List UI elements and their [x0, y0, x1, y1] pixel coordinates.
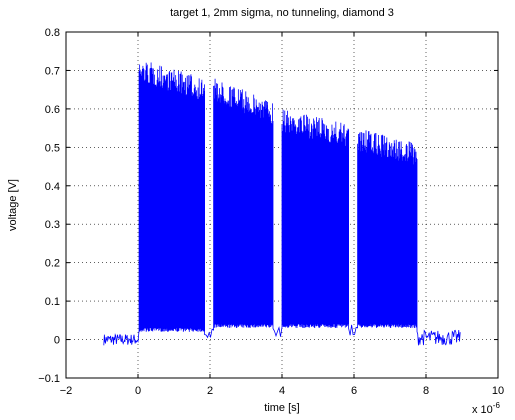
data-layer — [103, 62, 461, 346]
signal-trace — [103, 62, 461, 346]
y-tick-label: 0.4 — [45, 181, 60, 193]
x-tick-label: 8 — [423, 385, 429, 397]
x-tick-label: −2 — [60, 385, 73, 397]
x-tick-label: 0 — [135, 385, 141, 397]
y-tick-label: 0.2 — [45, 258, 60, 270]
x-exponent-label: x 10-6 — [472, 401, 500, 416]
y-tick-label: 0.1 — [45, 296, 60, 308]
y-tick-label: 0.3 — [45, 219, 60, 231]
y-axis-title: voltage [V] — [7, 179, 19, 231]
tick-layer: −2 0 2 4 6 8 10 −0.1 0 0.1 0.2 0.3 0.4 0.5 0.6 0.7 0.8 — [38, 27, 504, 397]
y-tick-label: −0.1 — [38, 373, 60, 385]
chart-title: target 1, 2mm sigma, no tunneling, diamo… — [170, 7, 394, 19]
y-tick-label: 0.5 — [45, 142, 60, 154]
x-tick-label: 10 — [492, 385, 504, 397]
x-exponent-power: -6 — [493, 401, 501, 410]
y-tick-label: 0.6 — [45, 104, 60, 116]
x-tick-label: 4 — [279, 385, 285, 397]
x-tick-label: 6 — [351, 385, 357, 397]
y-tick-label: 0.7 — [45, 65, 60, 77]
x-tick-label: 2 — [207, 385, 213, 397]
x-axis-title: time [s] — [264, 402, 299, 414]
x-exponent-base: x 10 — [472, 404, 493, 416]
y-tick-label: 0 — [54, 335, 60, 347]
y-tick-label: 0.8 — [45, 27, 60, 39]
